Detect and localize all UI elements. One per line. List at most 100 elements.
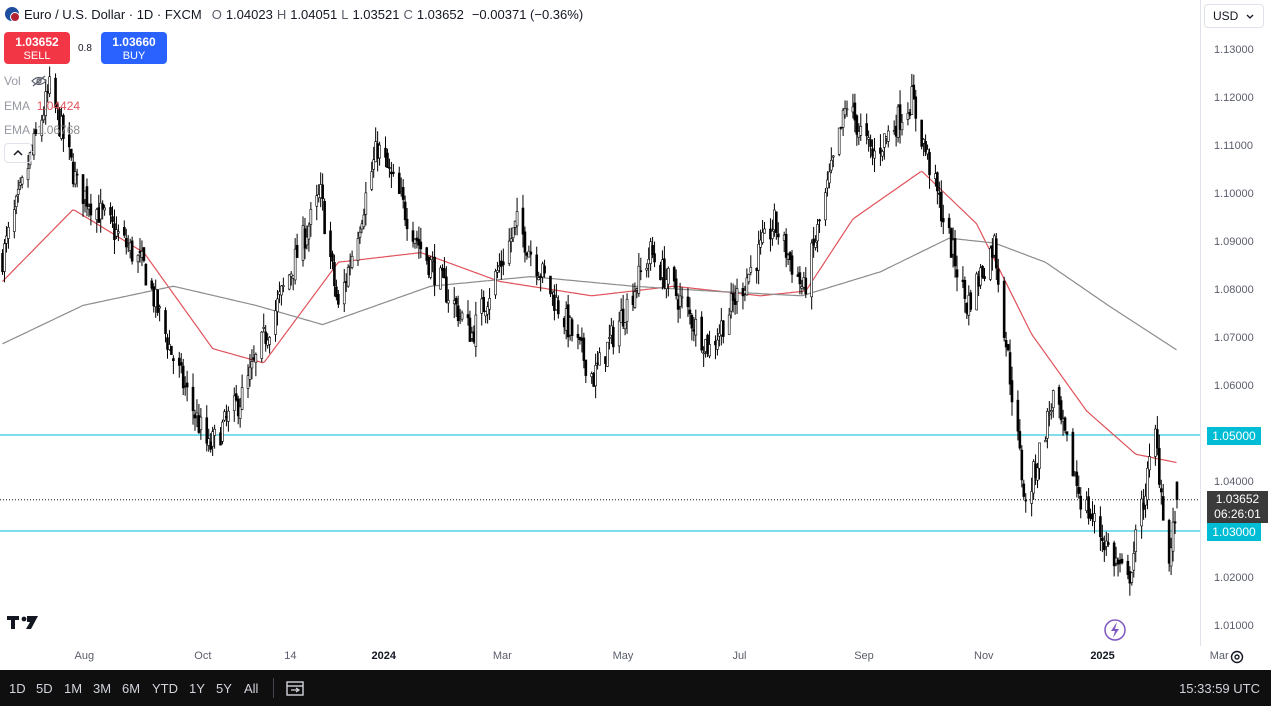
- candlestick[interactable]: [674, 269, 678, 300]
- candlestick[interactable]: [466, 300, 470, 326]
- candlestick[interactable]: [727, 307, 731, 335]
- candlestick[interactable]: [1106, 533, 1110, 548]
- candlestick[interactable]: [1156, 416, 1159, 456]
- candlestick[interactable]: [350, 250, 354, 270]
- candlestick[interactable]: [454, 296, 458, 318]
- candlestick[interactable]: [1049, 403, 1053, 420]
- candlestick[interactable]: [295, 233, 299, 258]
- candlestick[interactable]: [1120, 553, 1124, 565]
- candlestick[interactable]: [445, 266, 448, 304]
- candlestick[interactable]: [883, 133, 886, 160]
- candlestick[interactable]: [521, 194, 525, 248]
- candlestick[interactable]: [996, 258, 1000, 293]
- candlestick[interactable]: [551, 290, 554, 306]
- candlestick[interactable]: [75, 168, 79, 188]
- candlestick[interactable]: [910, 73, 914, 115]
- candlestick[interactable]: [124, 228, 128, 255]
- candlestick[interactable]: [109, 202, 112, 225]
- candlestick[interactable]: [816, 218, 819, 253]
- candlestick[interactable]: [150, 278, 154, 291]
- candlestick[interactable]: [761, 220, 764, 245]
- candlestick[interactable]: [924, 134, 927, 157]
- candlestick[interactable]: [845, 100, 849, 118]
- candlestick[interactable]: [142, 247, 146, 263]
- candlestick[interactable]: [333, 254, 336, 297]
- symbol-title[interactable]: Euro / U.S. Dollar · 1D · FXCM: [24, 6, 202, 22]
- candlestick[interactable]: [73, 161, 77, 188]
- candlestick[interactable]: [1075, 460, 1079, 498]
- candlestick[interactable]: [413, 238, 417, 249]
- candlestick[interactable]: [941, 204, 945, 235]
- candlestick[interactable]: [1126, 554, 1130, 580]
- candlestick[interactable]: [928, 148, 931, 189]
- candlestick[interactable]: [276, 290, 279, 326]
- candlestick[interactable]: [1101, 524, 1104, 553]
- candlestick[interactable]: [42, 106, 46, 124]
- candlestick[interactable]: [653, 241, 656, 268]
- candlestick[interactable]: [69, 148, 73, 161]
- candlestick[interactable]: [843, 100, 847, 119]
- candlestick[interactable]: [280, 285, 283, 306]
- candlestick[interactable]: [1161, 484, 1165, 521]
- candlestick[interactable]: [969, 289, 973, 312]
- timeframe-button-5d[interactable]: 5D: [36, 681, 53, 696]
- candlestick[interactable]: [81, 174, 85, 217]
- candlestick[interactable]: [963, 276, 967, 313]
- timeframe-button-1d[interactable]: 1D: [9, 681, 26, 696]
- buy-button[interactable]: 1.03660 BUY: [101, 32, 167, 64]
- candlestick[interactable]: [62, 113, 65, 152]
- candlestick[interactable]: [1044, 436, 1047, 443]
- candlestick[interactable]: [411, 221, 415, 248]
- candlestick[interactable]: [205, 405, 209, 452]
- candlestick[interactable]: [1030, 477, 1033, 517]
- candlestick[interactable]: [429, 255, 432, 280]
- candlestick[interactable]: [639, 257, 643, 281]
- candlestick[interactable]: [456, 295, 460, 327]
- chart-area[interactable]: Euro / U.S. Dollar · 1D · FXCM O 1.04023 …: [0, 0, 1200, 646]
- candlestick[interactable]: [511, 227, 515, 242]
- candlestick[interactable]: [331, 250, 334, 270]
- candlestick[interactable]: [983, 267, 986, 282]
- candlestick[interactable]: [262, 313, 266, 333]
- candlestick[interactable]: [598, 347, 601, 366]
- candlestick[interactable]: [1093, 504, 1096, 534]
- candlestick[interactable]: [392, 163, 395, 177]
- candlestick[interactable]: [1077, 475, 1081, 499]
- candlestick[interactable]: [672, 265, 676, 289]
- candlestick[interactable]: [1130, 571, 1134, 586]
- candlestick[interactable]: [515, 197, 519, 236]
- candlestick[interactable]: [947, 213, 951, 234]
- candlestick[interactable]: [388, 158, 391, 178]
- candlestick[interactable]: [372, 146, 376, 178]
- candlestick[interactable]: [1020, 445, 1024, 488]
- candlestick[interactable]: [1087, 488, 1090, 525]
- candlestick[interactable]: [900, 113, 904, 136]
- candlestick[interactable]: [307, 222, 311, 252]
- candlestick[interactable]: [1006, 343, 1010, 352]
- candlestick[interactable]: [771, 219, 774, 246]
- candlestick[interactable]: [329, 221, 332, 270]
- candlestick[interactable]: [1063, 416, 1067, 434]
- candlestick[interactable]: [529, 240, 533, 267]
- candlestick[interactable]: [645, 263, 649, 278]
- candlestick[interactable]: [199, 408, 203, 440]
- candlestick[interactable]: [1036, 462, 1039, 489]
- candlestick[interactable]: [749, 255, 753, 276]
- level-upper-tag[interactable]: 1.05000: [1207, 427, 1261, 445]
- candlestick[interactable]: [936, 171, 939, 205]
- candlestick[interactable]: [386, 148, 389, 168]
- candlestick[interactable]: [1146, 461, 1149, 510]
- candlestick[interactable]: [468, 310, 472, 342]
- current-price-tag[interactable]: 1.03652 06:26:01: [1207, 491, 1268, 523]
- candlestick[interactable]: [323, 198, 326, 235]
- timeframe-button-1y[interactable]: 1Y: [189, 681, 205, 696]
- candlestick[interactable]: [172, 355, 175, 374]
- candlestick[interactable]: [1171, 507, 1175, 562]
- timeframe-button-ytd[interactable]: YTD: [152, 681, 178, 696]
- candlestick[interactable]: [122, 220, 126, 238]
- candlestick[interactable]: [370, 161, 374, 192]
- candlestick[interactable]: [741, 282, 745, 310]
- candlestick[interactable]: [315, 184, 319, 221]
- timeframe-button-3m[interactable]: 3M: [93, 681, 112, 696]
- candlestick[interactable]: [731, 283, 735, 313]
